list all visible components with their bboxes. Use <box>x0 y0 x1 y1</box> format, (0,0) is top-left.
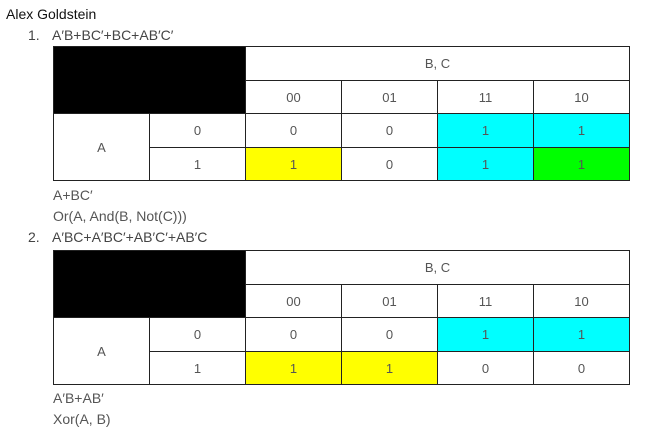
kmap-row-header: 1 <box>149 351 246 385</box>
kmap-col-header: 01 <box>341 284 438 318</box>
kmap-cell: 1 <box>533 147 630 181</box>
kmap-cell: 0 <box>245 113 342 148</box>
kmap-1: B, C 00 01 11 10 A 0 0 0 1 1 1 1 0 1 1 <box>53 46 630 181</box>
kmap-cell: 1 <box>533 113 630 148</box>
kmap-corner <box>53 46 246 114</box>
kmap-cell: 1 <box>245 351 342 385</box>
author-name: Alex Goldstein <box>6 6 97 22</box>
problem-2-number: 2. <box>28 229 40 245</box>
problem-1-simplified: A+BC′ <box>53 187 93 203</box>
kmap-corner <box>53 250 246 318</box>
kmap-cell: 1 <box>245 147 342 181</box>
kmap-col-header: 10 <box>533 80 630 114</box>
problem-2-expression: A′BC+A′BC′+AB′C′+AB′C <box>52 229 208 245</box>
kmap-cell: 0 <box>533 351 630 385</box>
kmap-col-header: 11 <box>437 284 534 318</box>
kmap-cell: 1 <box>341 351 438 385</box>
kmap-row-var-label: A <box>53 317 150 385</box>
problem-1-function-form: Or(A, And(B, Not(C))) <box>53 208 187 224</box>
kmap-col-var-label: B, C <box>245 250 630 285</box>
kmap-col-header: 00 <box>245 80 342 114</box>
kmap-cell: 0 <box>341 113 438 148</box>
kmap-row-header: 0 <box>149 317 246 352</box>
kmap-cell: 0 <box>437 351 534 385</box>
kmap-cell: 0 <box>245 317 342 352</box>
kmap-cell: 1 <box>437 147 534 181</box>
kmap-row-header: 1 <box>149 147 246 181</box>
kmap-col-header: 10 <box>533 284 630 318</box>
kmap-col-header: 11 <box>437 80 534 114</box>
kmap-row-header: 0 <box>149 113 246 148</box>
kmap-row-var-label: A <box>53 113 150 181</box>
kmap-cell: 0 <box>341 317 438 352</box>
kmap-col-var-label: B, C <box>245 46 630 81</box>
kmap-cell: 1 <box>437 113 534 148</box>
kmap-col-header: 01 <box>341 80 438 114</box>
kmap-cell: 1 <box>437 317 534 352</box>
problem-2-function-form: Xor(A, B) <box>53 411 111 427</box>
problem-1-number: 1. <box>28 27 40 43</box>
kmap-cell: 0 <box>341 147 438 181</box>
problem-1-heading: 1. A′B+BC′+BC+AB′C′ <box>28 27 173 43</box>
problem-1-expression: A′B+BC′+BC+AB′C′ <box>52 27 174 43</box>
kmap-2: B, C 00 01 11 10 A 0 0 0 1 1 1 1 1 0 0 <box>53 250 630 385</box>
kmap-col-header: 00 <box>245 284 342 318</box>
kmap-cell: 1 <box>533 317 630 352</box>
problem-2-heading: 2. A′BC+A′BC′+AB′C′+AB′C <box>28 229 207 245</box>
problem-2-simplified: A′B+AB′ <box>53 390 104 406</box>
